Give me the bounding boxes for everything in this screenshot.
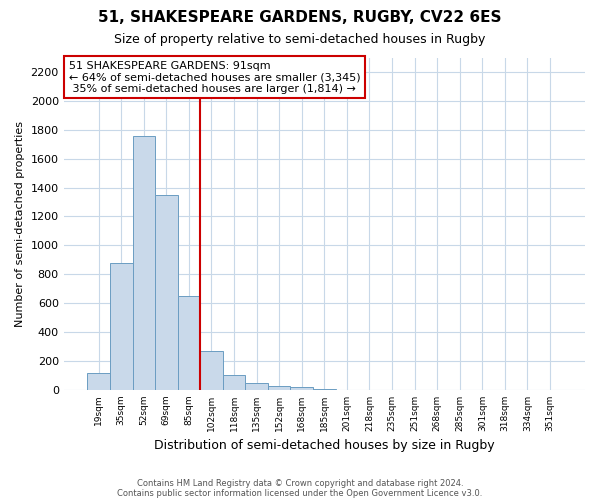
- Bar: [268, 386, 290, 390]
- Y-axis label: Number of semi-detached properties: Number of semi-detached properties: [15, 120, 25, 326]
- Text: Contains public sector information licensed under the Open Government Licence v3: Contains public sector information licen…: [118, 488, 482, 498]
- Bar: [178, 296, 200, 390]
- Text: Contains HM Land Registry data © Crown copyright and database right 2024.: Contains HM Land Registry data © Crown c…: [137, 478, 463, 488]
- Bar: [133, 136, 155, 390]
- Bar: [245, 382, 268, 390]
- Bar: [200, 351, 223, 390]
- Bar: [313, 389, 335, 390]
- Bar: [290, 387, 313, 390]
- Bar: [223, 376, 245, 390]
- Text: Size of property relative to semi-detached houses in Rugby: Size of property relative to semi-detach…: [115, 32, 485, 46]
- Bar: [155, 195, 178, 390]
- Bar: [110, 264, 133, 390]
- X-axis label: Distribution of semi-detached houses by size in Rugby: Distribution of semi-detached houses by …: [154, 440, 494, 452]
- Text: 51 SHAKESPEARE GARDENS: 91sqm
← 64% of semi-detached houses are smaller (3,345)
: 51 SHAKESPEARE GARDENS: 91sqm ← 64% of s…: [69, 61, 361, 94]
- Bar: [88, 372, 110, 390]
- Text: 51, SHAKESPEARE GARDENS, RUGBY, CV22 6ES: 51, SHAKESPEARE GARDENS, RUGBY, CV22 6ES: [98, 10, 502, 25]
